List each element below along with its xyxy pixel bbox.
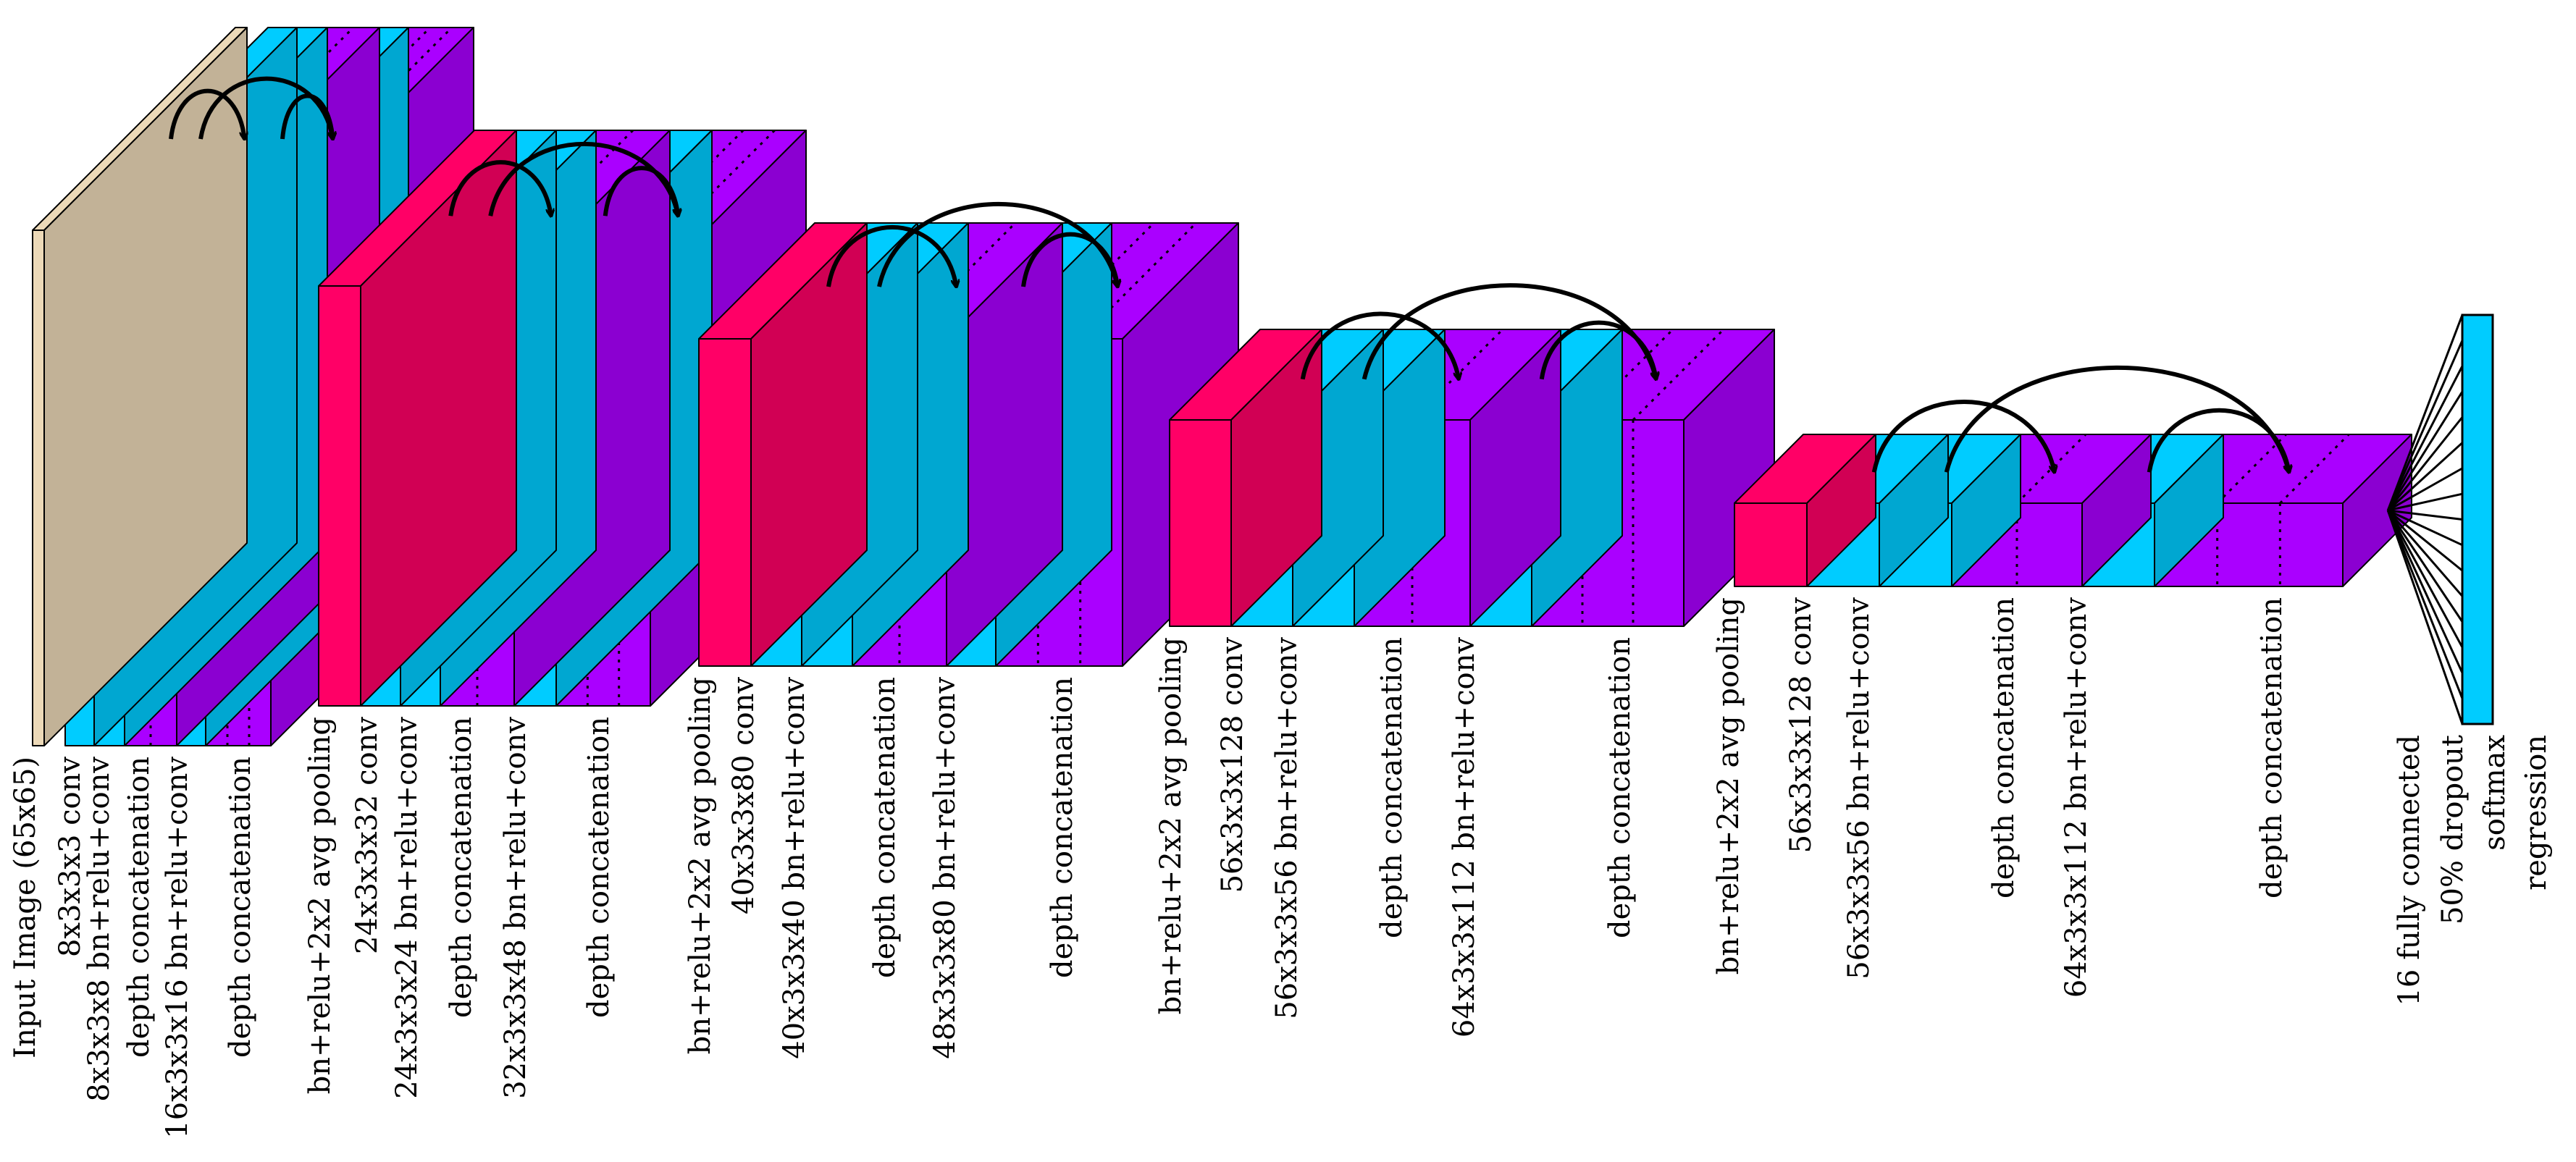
concat-divider [1581,328,1674,421]
concat-divider [2015,433,2087,505]
label-concat-3: depth concatenation [445,717,478,1018]
block-pool-3 [1169,329,1322,627]
label-conv-24b: 24x3x3x24 bn+relu+conv [390,717,424,1099]
concat-divider [2279,433,2350,505]
fc-connection [2387,509,2463,572]
label-concat-7: depth concatenation [1375,637,1409,938]
skip-arc [1539,320,1656,379]
block-front-face [32,230,45,746]
label-head-0: 50% dropout [2436,735,2470,925]
concat-divider [1632,328,1725,421]
fc-connection [2387,509,2463,547]
fc-connection [2386,340,2464,511]
label-conv-56d: 56x3x3x56 bn+relu+conv [1842,597,1876,980]
skip-connections [169,76,2289,473]
block-front-face [318,285,361,707]
fc-connection [2388,509,2463,521]
fc-connection [2386,391,2464,511]
fc-connection [2386,510,2464,699]
label-conv-8: 8x3x3x3 conv [54,757,87,957]
label-pool-1: bn+relu+2x2 avg pooling [303,717,337,1094]
fc-connection [2387,416,2464,511]
fc-connection [2387,510,2464,623]
label-concat-2: depth concatenation [224,757,257,1058]
label-conv-56c: 56x3x3x128 conv [1784,597,1818,854]
fc-connection [2386,365,2464,511]
fully-connected-head [2386,313,2494,725]
skip-arc [2147,408,2289,473]
fc-connection [2386,510,2464,725]
skip-arc [603,166,679,216]
block-front-face [698,338,752,667]
skip-arc [1871,399,2055,472]
block-front-face [1169,419,1232,627]
label-conv-40b: 40x3x3x40 bn+relu+conv [778,677,811,1059]
label-conv-56: 56x3x3x128 conv [1216,637,1249,893]
fc-connection [2387,467,2463,512]
fc-connection [2387,442,2464,512]
fc-connection [2387,510,2464,597]
skip-arc [448,160,551,216]
block-input-image [32,27,248,746]
label-head-1: softmax [2478,735,2512,851]
fc-connection [2386,510,2464,648]
label-conv-24: 24x3x3x32 conv [351,717,384,954]
block-pool-1 [318,130,517,707]
skip-arc [198,76,333,139]
label-conv-64: 64x3x3x112 bn+relu+conv [1448,637,1481,1038]
skip-arc [280,93,333,139]
fc-connection [2387,492,2463,512]
block-pool-2 [698,222,868,667]
skip-arc [1944,365,2289,472]
skip-arc [169,88,245,139]
label-conv-32: 32x3x3x48 bn+relu+conv [499,717,532,1099]
concat-divider [1411,328,1504,421]
layer-blocks [32,26,2412,746]
label-concat-4: depth concatenation [582,717,616,1018]
label-conv-16: 16x3x3x16 bn+relu+conv [161,757,194,1139]
label-concat-6: depth concatenation [1046,677,1079,978]
label-concat-5: depth concatenation [868,677,902,978]
label-concat-8: depth concatenation [1603,637,1637,938]
concat-divider [2216,433,2287,505]
label-conv-40: 40x3x3x80 conv [727,677,760,914]
label-head-2: regression [2520,735,2553,891]
skip-arc [1021,232,1117,287]
label-concat-1: depth concatenation [122,757,156,1058]
block-front-face [1734,502,1808,587]
label-pool-4: bn+relu+2x2 avg pooling [1712,597,1745,974]
block-pool-4 [1734,434,1876,587]
label-concat-9: depth concatenation [1987,597,2021,898]
label-fc: 16 fully connected [2393,735,2426,1006]
label-concat-10: depth concatenation [2255,597,2288,898]
skip-arc [1300,311,1459,379]
label-conv-48: 48x3x3x80 bn+relu+conv [928,677,962,1059]
fc-connection [2386,510,2464,673]
label-conv-56b: 56x3x3x56 bn+relu+conv [1270,637,1304,1019]
label-conv-64b: 64x3x3x112 bn+relu+conv [2060,597,2093,998]
label-pool-2: bn+relu+2x2 avg pooling [684,677,717,1054]
label-conv-8b: 8x3x3x8 bn+relu+conv [83,757,116,1102]
label-pool-3: bn+relu+2x2 avg pooling [1154,637,1188,1014]
fc-output-bar [2461,313,2494,725]
fc-connection [2386,314,2464,511]
label-input-image: Input Image (65x65) [9,757,42,1058]
skip-arc [826,224,957,287]
